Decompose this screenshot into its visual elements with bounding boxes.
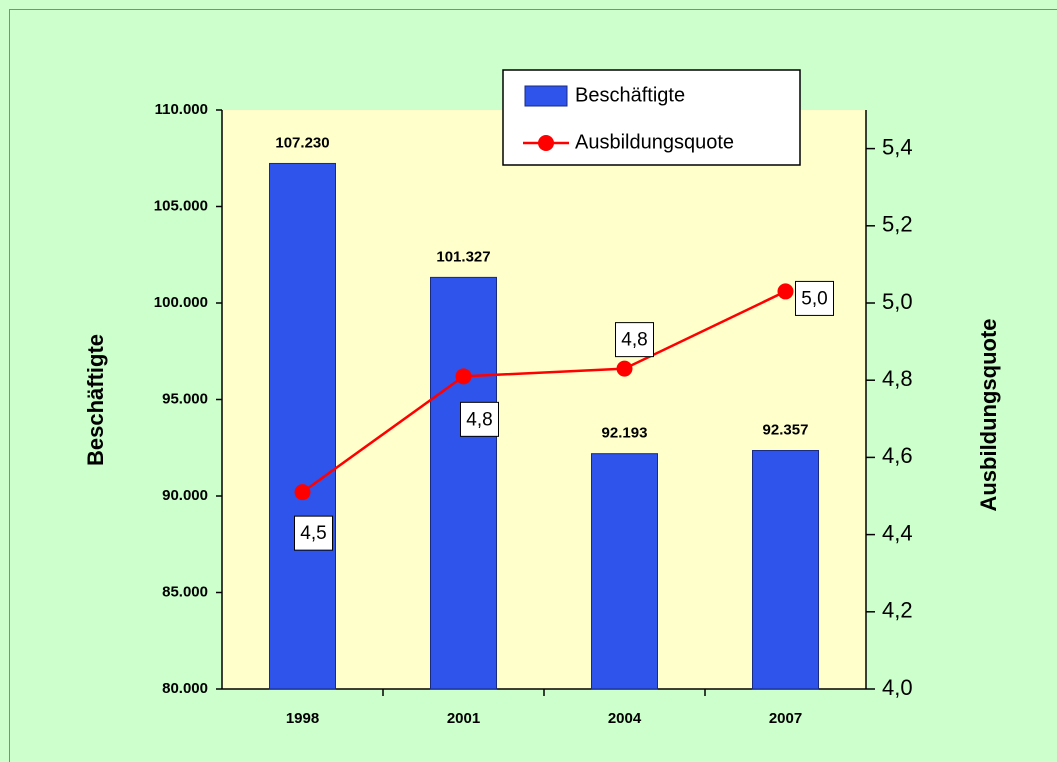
- point-label-box: [795, 280, 834, 316]
- y2-tick-label: 5,4: [882, 134, 913, 159]
- bar-value-label: 101.327: [436, 248, 490, 265]
- y-tick-label: 105.000: [154, 197, 208, 214]
- y2-tick-label: 5,0: [882, 289, 913, 314]
- bar: [751, 450, 820, 690]
- y2-tick-label: 4,6: [882, 443, 913, 468]
- x-tick-label: 2001: [447, 710, 480, 727]
- point: [616, 360, 633, 377]
- point-value-label: 5,0: [801, 288, 827, 309]
- y-tick-label: 80.000: [162, 680, 208, 697]
- y2-tick-label: 4,0: [882, 675, 913, 700]
- x-tick-label: 1998: [286, 710, 319, 727]
- y-tick-label: 85.000: [162, 583, 208, 600]
- y2-tick-label: 4,2: [882, 598, 913, 623]
- point-label-box: [615, 322, 654, 358]
- y2-tick-label: 5,2: [882, 212, 913, 237]
- bar-value-label: 92.193: [602, 425, 648, 442]
- frame: [9, 9, 1057, 762]
- y-axis-title: Beschäftigte: [83, 334, 108, 466]
- point-label-box: [294, 515, 333, 551]
- y-tick-label: 95.000: [162, 390, 208, 407]
- y2-axis-title: Ausbildungsquote: [976, 318, 1001, 511]
- bar-value-label: 92.357: [763, 421, 809, 438]
- bar: [268, 162, 337, 690]
- x-tick-label: 2007: [769, 710, 802, 727]
- legend-label: Ausbildungsquote: [575, 131, 734, 153]
- y2-tick-label: 4,8: [882, 366, 913, 391]
- point: [294, 484, 311, 501]
- y-tick-label: 90.000: [162, 487, 208, 504]
- bar: [429, 276, 498, 690]
- x-tick-label: 2004: [608, 710, 642, 727]
- legend-swatch-point: [538, 135, 554, 151]
- legend-label: Beschäftigte: [575, 84, 685, 106]
- line: [301, 290, 787, 494]
- legend-swatch: [524, 85, 568, 107]
- y2-tick-label: 4,4: [882, 520, 913, 545]
- y-tick-label: 100.000: [154, 294, 208, 311]
- point-value-label: 4,8: [621, 330, 647, 351]
- bar: [590, 453, 659, 690]
- point-value-label: 4,8: [466, 409, 492, 430]
- point-label-box: [460, 401, 499, 437]
- bar-value-label: 107.230: [275, 134, 329, 151]
- point: [777, 283, 794, 300]
- point: [455, 368, 472, 385]
- y-tick-label: 110.000: [155, 101, 208, 118]
- point-value-label: 4,5: [300, 523, 326, 544]
